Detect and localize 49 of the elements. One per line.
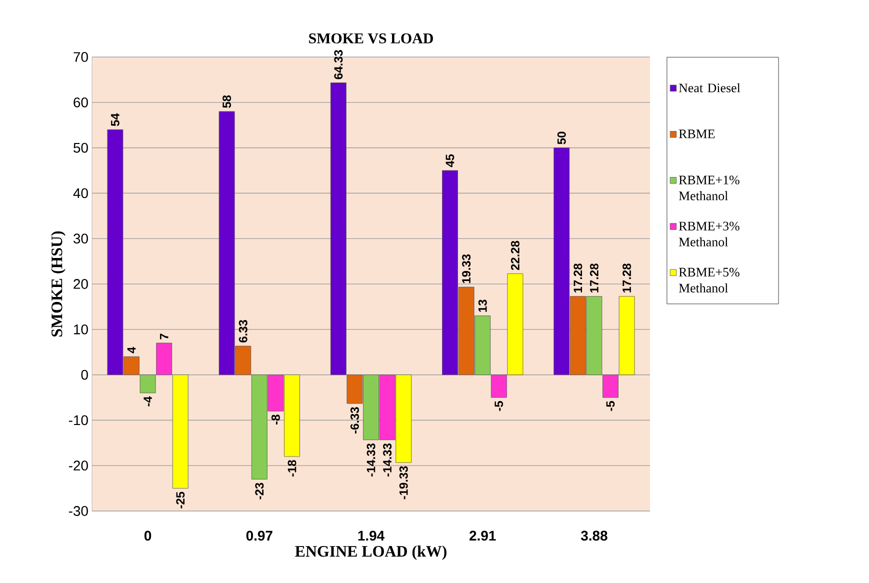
y-tick-label: 40: [73, 188, 88, 198]
x-tick-label: 0: [144, 530, 152, 541]
y-tick-label: 10: [74, 324, 88, 334]
data-label: -23: [255, 482, 264, 500]
data-label: -14.33: [366, 443, 376, 476]
legend-label: RBME+3% Methanol: [678, 222, 740, 246]
data-label: 64.33: [334, 50, 343, 80]
data-label: -5: [494, 401, 504, 411]
data-label: -4: [144, 396, 152, 406]
y-axis-title: SMOKE (HSU): [51, 231, 66, 337]
data-label: 17.28: [622, 264, 632, 292]
y-tick-label: -10: [68, 415, 88, 426]
x-axis-title: ENGINE LOAD (kW): [295, 546, 446, 560]
data-label: -8: [271, 414, 280, 424]
legend-label: RBME: [678, 130, 715, 138]
y-tick-label: 30: [74, 234, 88, 244]
legend-label: RBME+1% Methanol: [678, 176, 740, 200]
x-tick-label: 1.94: [358, 530, 385, 541]
data-label: -5: [606, 401, 615, 411]
data-label: -19.33: [399, 466, 408, 500]
data-label: 50: [557, 132, 566, 144]
y-tick-label: -20: [68, 460, 88, 471]
x-tick-label: 3.88: [580, 530, 608, 541]
data-label: -6.33: [350, 407, 359, 434]
data-label: -18: [288, 460, 296, 477]
legend-label: RBME+5% Methanol: [678, 268, 740, 292]
y-tick-label: -30: [68, 506, 88, 516]
data-label: -14.33: [383, 443, 392, 476]
data-label: 54: [111, 113, 120, 126]
chart-title: SMOKE VS LOAD: [309, 33, 433, 44]
y-tick-label: 50: [74, 142, 88, 153]
y-tick-label: 0: [81, 370, 88, 380]
y-tick-label: 20: [74, 279, 88, 289]
y-tick-label: 70: [74, 52, 88, 62]
x-tick-label: 0.97: [246, 530, 272, 541]
data-label: 7: [160, 334, 168, 340]
x-tick-label: 2.91: [470, 530, 496, 541]
data-label: 17.28: [590, 264, 598, 292]
data-label: 17.28: [574, 264, 582, 292]
data-label: 58: [222, 95, 232, 108]
data-label: 13: [478, 300, 487, 312]
data-label: -25: [176, 492, 185, 508]
data-label: 19.33: [462, 254, 471, 284]
y-tick-label: 60: [74, 97, 88, 108]
data-label: 45: [446, 154, 454, 168]
data-label: 6.33: [238, 320, 248, 342]
data-label: 22.28: [510, 240, 520, 270]
data-label: 4: [127, 346, 136, 354]
legend-label: Neat Diesel: [678, 83, 740, 92]
